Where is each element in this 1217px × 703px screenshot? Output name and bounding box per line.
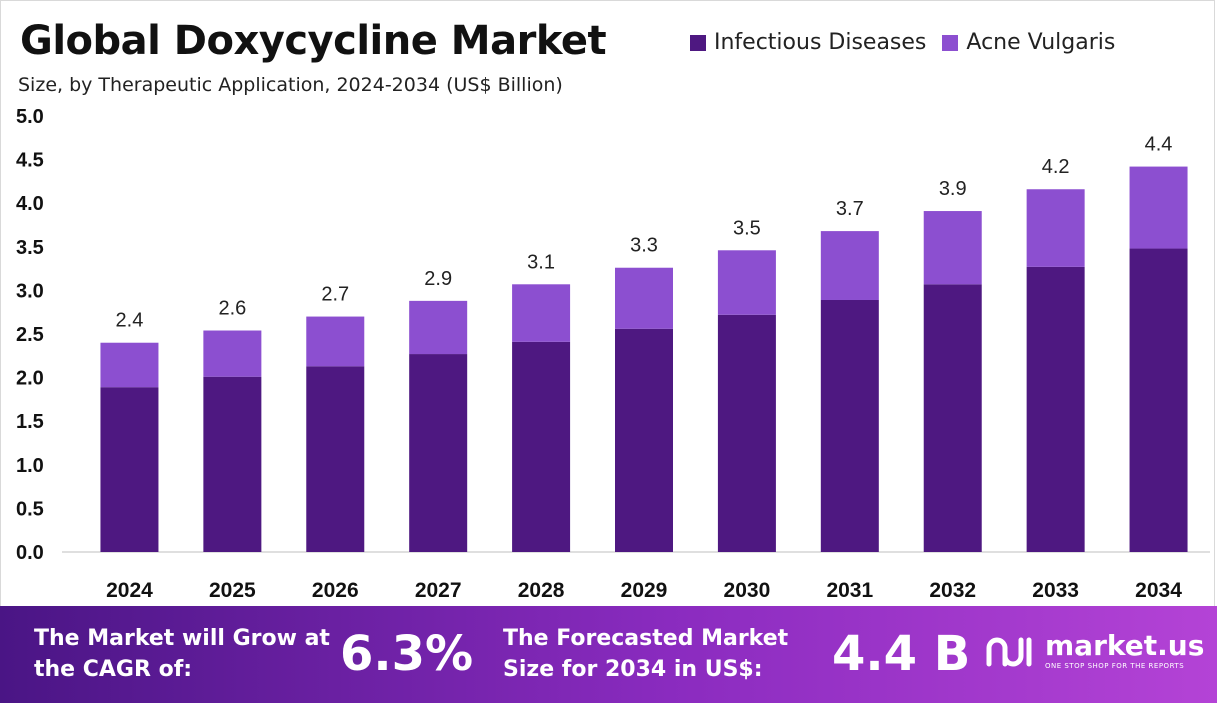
y-tick-label: 1.0 bbox=[16, 455, 44, 477]
x-tick-label: 2027 bbox=[415, 579, 462, 602]
bar-acne-vulgaris bbox=[306, 316, 365, 367]
x-tick-label: 2026 bbox=[312, 579, 359, 602]
cagr-value: 6.3% bbox=[340, 626, 474, 682]
bar-acne-vulgaris bbox=[923, 211, 982, 285]
data-label-total: 3.1 bbox=[527, 251, 555, 273]
bar-infectious-diseases bbox=[512, 341, 571, 552]
summary-banner: The Market will Grow at the CAGR of: 6.3… bbox=[0, 606, 1217, 703]
legend-swatch-acne-vulgaris bbox=[942, 34, 959, 51]
legend-item-acne-vulgaris: Acne Vulgaris bbox=[942, 30, 1115, 55]
logo-name: market.us bbox=[1045, 629, 1205, 662]
logo-mark-icon bbox=[986, 637, 1032, 667]
bar-infectious-diseases bbox=[923, 284, 982, 552]
chart-title: Global Doxycycline Market bbox=[20, 18, 607, 64]
y-tick-label: 5.0 bbox=[16, 106, 44, 128]
bar-acne-vulgaris bbox=[100, 342, 159, 388]
bar-acne-vulgaris bbox=[409, 300, 468, 355]
data-label-total: 3.3 bbox=[630, 235, 658, 257]
bar-infectious-diseases bbox=[306, 366, 365, 552]
x-tick-label: 2034 bbox=[1135, 579, 1182, 602]
data-label-total: 4.4 bbox=[1145, 134, 1173, 156]
y-tick-label: 4.0 bbox=[16, 193, 44, 215]
market-us-logo: market.us ONE STOP SHOP FOR THE REPORTS bbox=[985, 632, 1204, 670]
forecast-text: The Forecasted Market Size for 2034 in U… bbox=[503, 626, 789, 682]
bar-acne-vulgaris bbox=[1026, 189, 1085, 267]
legend-item-infectious-diseases: Infectious Diseases bbox=[690, 30, 926, 55]
x-tick-label: 2030 bbox=[724, 579, 771, 602]
forecast-value: 4.4 B bbox=[832, 626, 971, 682]
y-tick-label: 3.5 bbox=[16, 237, 44, 259]
bar-infectious-diseases bbox=[203, 376, 262, 552]
x-tick-label: 2028 bbox=[518, 579, 565, 602]
y-tick-label: 4.5 bbox=[16, 150, 44, 172]
bar-acne-vulgaris bbox=[512, 284, 571, 342]
data-label-total: 2.9 bbox=[424, 268, 452, 290]
bar-infectious-diseases bbox=[409, 354, 468, 552]
y-tick-label: 0.5 bbox=[16, 498, 44, 520]
bar-chart: 0.0 0.5 1.0 1.5 2.0 2.5 3.0 3.5 4.0 4.5 5.0 2.4 2024… bbox=[16, 106, 1210, 602]
chart-subtitle: Size, by Therapeutic Application, 2024-2… bbox=[18, 74, 563, 96]
data-label-total: 2.7 bbox=[321, 284, 349, 306]
bar-acne-vulgaris bbox=[717, 250, 776, 315]
bar-acne-vulgaris bbox=[615, 267, 673, 329]
data-label-total: 4.2 bbox=[1042, 156, 1070, 178]
data-label-total: 3.5 bbox=[733, 217, 761, 239]
cagr-text: The Market will Grow at the CAGR of: bbox=[34, 626, 330, 682]
bar-infectious-diseases bbox=[100, 387, 159, 552]
bar-infectious-diseases bbox=[1026, 266, 1085, 552]
data-label-total: 3.7 bbox=[836, 198, 864, 220]
x-tick-label: 2032 bbox=[929, 579, 976, 602]
data-label-total: 3.9 bbox=[939, 178, 967, 200]
y-tick-label: 2.5 bbox=[16, 324, 44, 346]
bar-infectious-diseases bbox=[717, 314, 776, 552]
legend-label-acne-vulgaris: Acne Vulgaris bbox=[966, 30, 1116, 55]
y-tick-label: 2.0 bbox=[16, 368, 44, 390]
data-label-total: 2.6 bbox=[218, 298, 246, 320]
bar-acne-vulgaris bbox=[820, 231, 879, 300]
bar-infectious-diseases bbox=[615, 328, 673, 552]
bar-infectious-diseases bbox=[820, 299, 879, 552]
legend-swatch-infectious-diseases bbox=[690, 34, 706, 51]
x-tick-label: 2025 bbox=[209, 579, 256, 602]
x-tick-label: 2031 bbox=[826, 579, 873, 602]
bar-acne-vulgaris bbox=[1129, 166, 1188, 249]
x-tick-label: 2033 bbox=[1032, 579, 1079, 602]
y-tick-label: 3.0 bbox=[16, 280, 44, 302]
bar-infectious-diseases bbox=[1129, 248, 1188, 552]
logo-tagline: ONE STOP SHOP FOR THE REPORTS bbox=[1045, 662, 1185, 670]
data-label-total: 2.4 bbox=[116, 310, 144, 332]
y-tick-label: 0.0 bbox=[16, 542, 44, 564]
legend-label-infectious-diseases: Infectious Diseases bbox=[714, 30, 927, 55]
legend: Infectious Diseases Acne Vulgaris bbox=[690, 30, 1115, 55]
x-tick-label: 2024 bbox=[106, 579, 153, 602]
bar-acne-vulgaris bbox=[203, 330, 262, 377]
y-tick-label: 1.5 bbox=[16, 411, 44, 433]
x-tick-label: 2029 bbox=[621, 579, 668, 602]
